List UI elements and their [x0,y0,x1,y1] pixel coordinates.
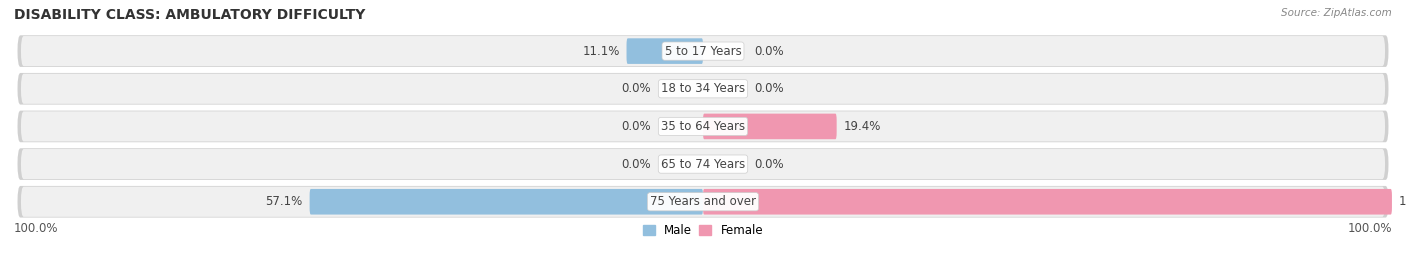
Text: 0.0%: 0.0% [621,158,651,171]
Text: 5 to 17 Years: 5 to 17 Years [665,45,741,58]
FancyBboxPatch shape [21,36,1385,66]
Text: 11.1%: 11.1% [582,45,620,58]
FancyBboxPatch shape [627,38,703,64]
FancyBboxPatch shape [21,74,1385,104]
Text: 18 to 34 Years: 18 to 34 Years [661,82,745,95]
FancyBboxPatch shape [17,35,1389,67]
Text: 0.0%: 0.0% [755,45,785,58]
Text: 65 to 74 Years: 65 to 74 Years [661,158,745,171]
Text: 100.0%: 100.0% [1399,195,1406,208]
FancyBboxPatch shape [703,114,837,139]
Text: 0.0%: 0.0% [621,120,651,133]
Text: 57.1%: 57.1% [266,195,302,208]
Text: Source: ZipAtlas.com: Source: ZipAtlas.com [1281,8,1392,18]
FancyBboxPatch shape [17,186,1389,218]
Text: 0.0%: 0.0% [621,82,651,95]
Text: 19.4%: 19.4% [844,120,882,133]
Text: 0.0%: 0.0% [755,158,785,171]
Text: 35 to 64 Years: 35 to 64 Years [661,120,745,133]
FancyBboxPatch shape [21,149,1385,179]
FancyBboxPatch shape [17,148,1389,180]
FancyBboxPatch shape [309,189,703,215]
FancyBboxPatch shape [17,73,1389,105]
Text: 75 Years and over: 75 Years and over [650,195,756,208]
Text: 100.0%: 100.0% [14,222,59,235]
FancyBboxPatch shape [703,189,1392,215]
FancyBboxPatch shape [21,111,1385,141]
Text: DISABILITY CLASS: AMBULATORY DIFFICULTY: DISABILITY CLASS: AMBULATORY DIFFICULTY [14,8,366,22]
Text: 0.0%: 0.0% [755,82,785,95]
FancyBboxPatch shape [17,111,1389,142]
FancyBboxPatch shape [21,187,1385,217]
Text: 100.0%: 100.0% [1347,222,1392,235]
Legend: Male, Female: Male, Female [643,224,763,237]
